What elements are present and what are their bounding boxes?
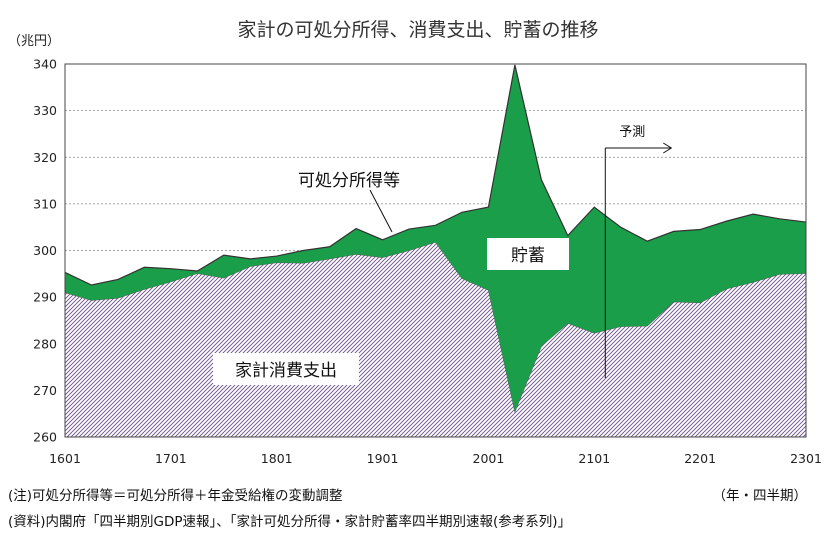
y-tick-label: 330: [33, 103, 57, 118]
plot-frame: [64, 63, 807, 438]
footnote: (注)可処分所得等＝可処分所得＋年金受給権の変動調整: [8, 488, 343, 504]
y-tick-label: 300: [33, 243, 57, 258]
y-tick-label: 340: [33, 57, 57, 72]
x-tick-labels: 1601 1701 1801 1901 2001 2101 2201 2301: [49, 451, 822, 466]
y-tick-label: 290: [33, 290, 57, 305]
x-tick-label: 1601: [49, 451, 81, 466]
x-tick-label: 1801: [261, 451, 293, 466]
forecast-label: 予測: [619, 125, 645, 140]
y-tick-label: 310: [33, 196, 57, 211]
chart-title: 家計の可処分所得、消費支出、貯蓄の推移: [237, 19, 598, 41]
y-tick-label: 270: [33, 383, 57, 398]
y-tick-label: 280: [33, 336, 57, 351]
x-tick-label: 2001: [473, 451, 505, 466]
income-annotation-leader: [369, 189, 393, 233]
y-tick-label: 260: [33, 430, 57, 445]
income-line: [64, 64, 807, 286]
consumption-label: 家計消費支出: [235, 361, 337, 381]
y-tick-labels: 260 270 280 290 300 310 320 330 340: [33, 57, 57, 445]
consumption-label-box: [213, 353, 359, 385]
y-tick-label: 320: [33, 150, 57, 165]
x-tick-label: 1701: [155, 451, 187, 466]
forecast-marker: 予測: [604, 125, 673, 378]
savings-label-box: [487, 238, 569, 270]
forecast-arrow-head: [663, 142, 673, 154]
x-tick-label: 2301: [790, 451, 822, 466]
income-annotation: 可処分所得等: [298, 171, 400, 191]
savings-area: [65, 64, 806, 412]
x-tick-label: 1901: [367, 451, 399, 466]
savings-label: 貯蓄: [511, 246, 545, 266]
x-tick-label: 2101: [578, 451, 610, 466]
x-axis-unit: （年・四半期）: [712, 488, 808, 504]
x-tick-label: 2201: [684, 451, 716, 466]
y-axis-unit: （兆円）: [8, 34, 60, 49]
source-note: (資料)内閣府「四半期別GDP速報」、「家計可処分所得・家計貯蓄率四半期別速報(…: [8, 514, 572, 530]
